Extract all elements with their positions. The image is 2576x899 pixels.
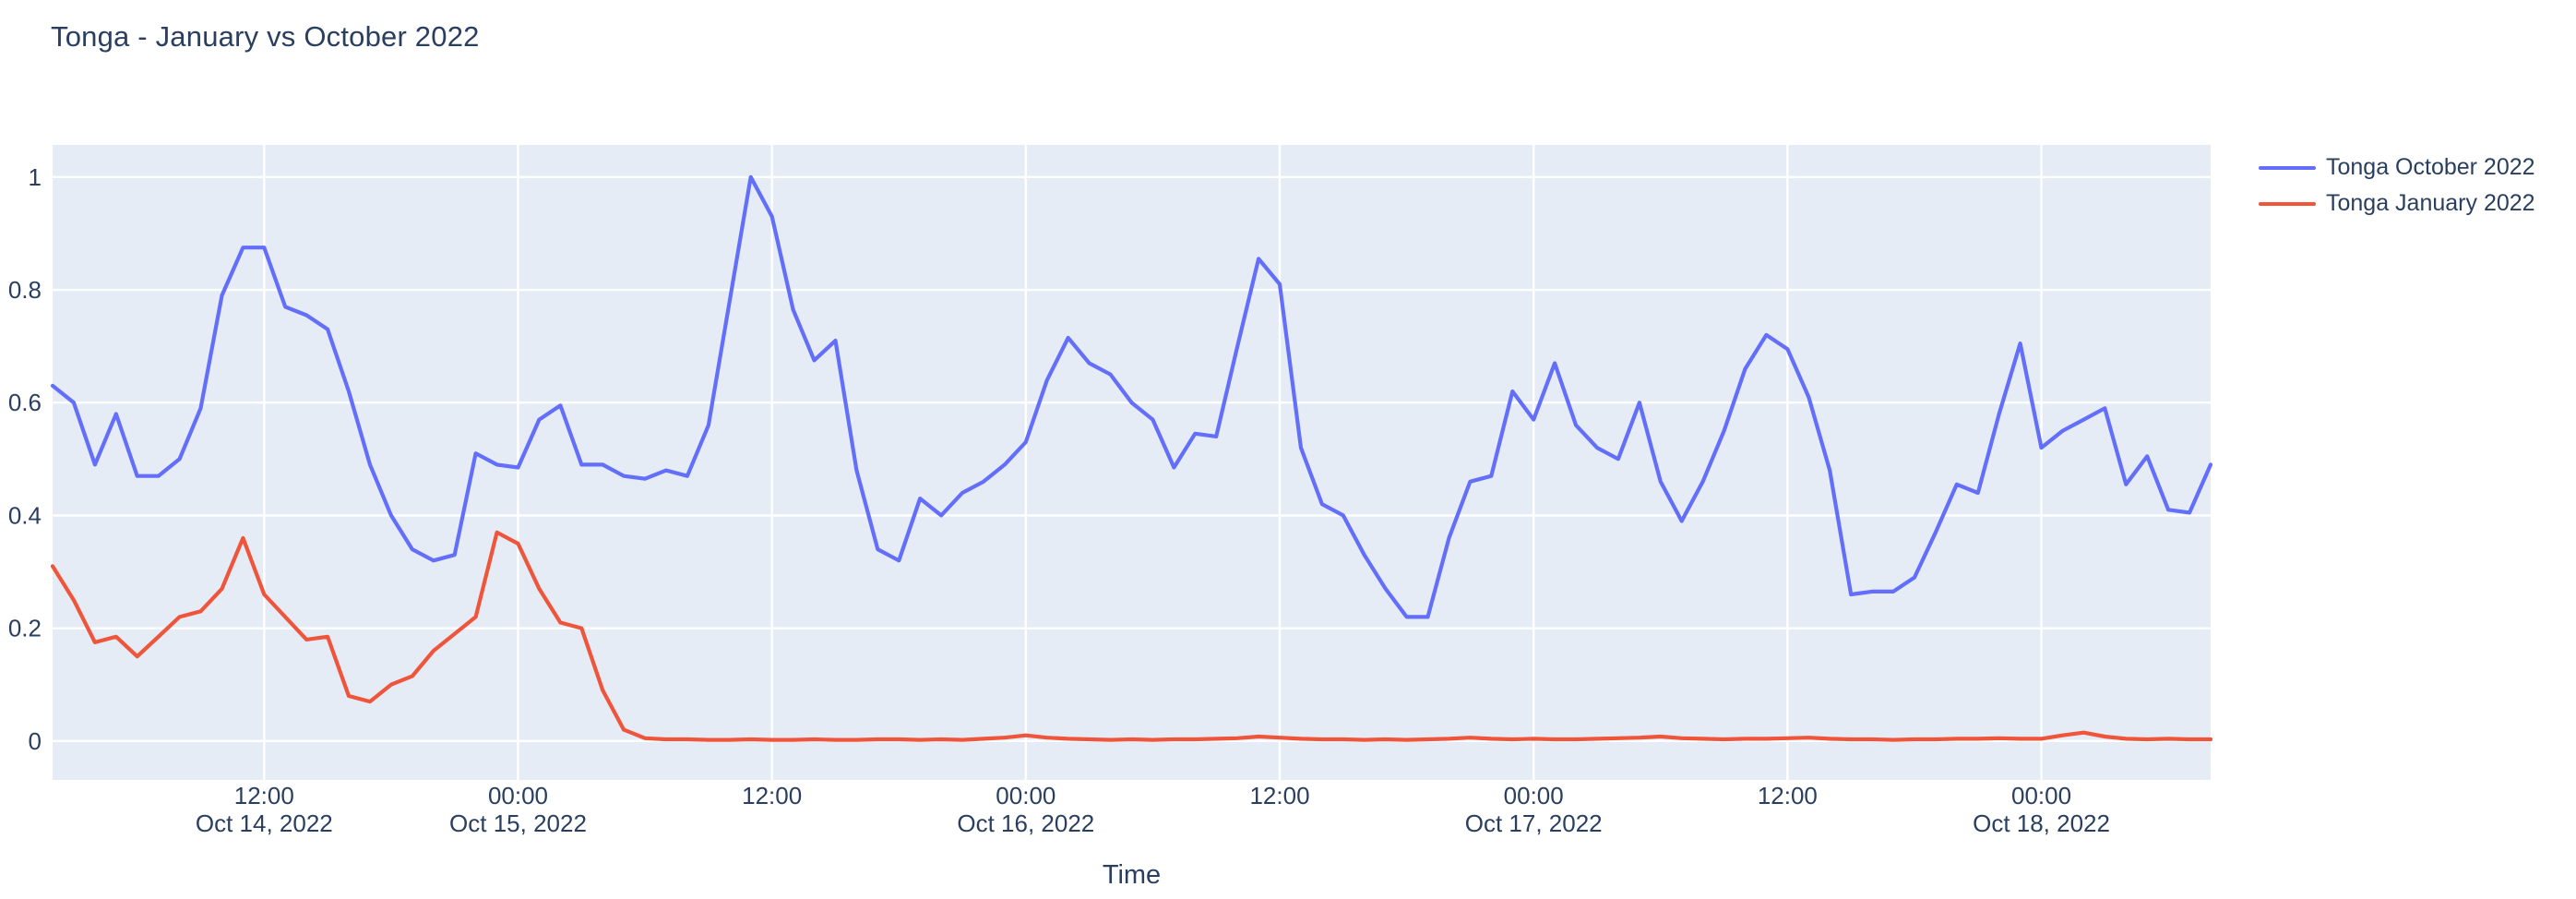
x-tick-label: 00:00 <box>2011 782 2071 809</box>
y-tick-label: 0.8 <box>8 276 42 304</box>
series-line-tonga-january-2022[interactable] <box>50 530 2213 742</box>
x-tick-label: 12:00 <box>1249 782 1309 809</box>
x-tick-date-label: Oct 17, 2022 <box>1465 809 1603 837</box>
x-tick-date-label: Oct 14, 2022 <box>196 809 333 837</box>
y-tick-label: 1 <box>29 163 42 191</box>
x-tick-label: 00:00 <box>488 782 548 809</box>
x-tick-date-label: Oct 16, 2022 <box>957 809 1094 837</box>
legend-item-tonga-october-2022[interactable]: Tonga October 2022 <box>2259 154 2535 181</box>
x-tick-label: 12:00 <box>1758 782 1818 809</box>
x-tick-label: 12:00 <box>742 782 802 809</box>
legend-label-october: Tonga October 2022 <box>2326 154 2535 180</box>
legend: Tonga October 2022 Tonga January 2022 <box>2259 154 2535 217</box>
x-tick-date-label: Oct 18, 2022 <box>1973 809 2110 837</box>
x-axis-title: Time <box>1102 860 1162 890</box>
y-tick-label: 0.6 <box>8 389 42 416</box>
y-tick-label: 0.4 <box>8 501 42 529</box>
legend-line-swatch-october <box>2259 165 2316 170</box>
x-tick-label: 00:00 <box>996 782 1055 809</box>
x-tick-label: 12:00 <box>234 782 294 809</box>
chart-title: Tonga - January vs October 2022 <box>51 20 480 53</box>
y-tick-label: 0 <box>29 727 42 755</box>
legend-label-january: Tonga January 2022 <box>2326 190 2535 216</box>
x-tick-date-label: Oct 15, 2022 <box>449 809 587 837</box>
legend-item-tonga-january-2022[interactable]: Tonga January 2022 <box>2259 190 2535 217</box>
y-tick-label: 0.2 <box>8 615 42 642</box>
series-line-tonga-october-2022[interactable] <box>50 174 2213 619</box>
x-tick-label: 00:00 <box>1504 782 1564 809</box>
legend-line-swatch-january <box>2259 201 2316 206</box>
plot-background <box>53 145 2211 780</box>
